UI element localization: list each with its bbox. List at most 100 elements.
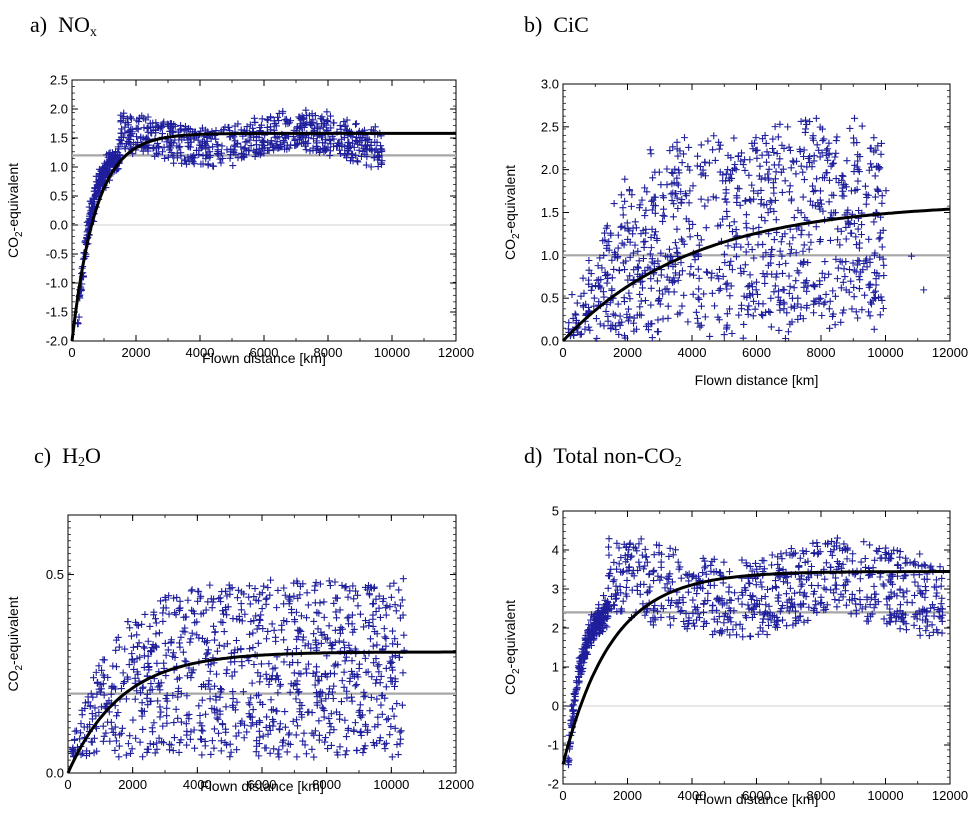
scatter-point (240, 145, 248, 153)
scatter-point (316, 580, 324, 588)
scatter-point (856, 239, 864, 247)
scatter-point (249, 644, 257, 652)
scatter-point (808, 563, 816, 570)
scatter-point (181, 155, 189, 163)
scatter-point (372, 655, 380, 663)
scatter-point (370, 659, 378, 667)
scatter-point (304, 660, 312, 668)
scatter-point (652, 228, 660, 236)
x-tick-label: 0 (64, 777, 71, 792)
scatter-point (728, 167, 736, 175)
scatter-point (740, 292, 748, 300)
scatter-point (232, 636, 240, 644)
scatter-point (737, 243, 745, 251)
scatter-point (307, 644, 315, 652)
scatter-point (160, 659, 168, 667)
scatter-point (399, 611, 407, 619)
scatter-point (749, 145, 757, 153)
scatter-point (186, 638, 194, 646)
scatter-point (660, 212, 668, 220)
scatter-point (650, 193, 658, 201)
scatter-point (143, 748, 151, 756)
scatter-point (842, 601, 850, 609)
scatter-point (636, 201, 644, 209)
scatter-point (583, 642, 591, 650)
scatter-point (391, 678, 399, 686)
y-tick-label: 1.5 (50, 131, 68, 146)
scatter-point (693, 616, 701, 624)
scatter-point (299, 119, 307, 127)
scatter-point (105, 150, 113, 158)
scatter-point (732, 226, 740, 234)
scatter-point (622, 590, 630, 598)
scatter-point (770, 184, 778, 192)
scatter-point (317, 697, 325, 705)
scatter-point (281, 116, 289, 124)
scatter-point (821, 258, 829, 266)
y-tick-label: -1 (547, 738, 559, 753)
scatter-point (936, 563, 944, 571)
scatter-point (160, 143, 168, 151)
scatter-point (845, 288, 853, 296)
scatter-point (847, 277, 855, 285)
scatter-point (276, 726, 284, 734)
scatter-point (657, 573, 665, 581)
scatter-point (694, 232, 702, 240)
scatter-point (345, 641, 353, 649)
scatter-point (789, 234, 797, 242)
scatter-point (293, 753, 301, 761)
scatter-point (723, 285, 731, 293)
x-tick-label: 6000 (248, 777, 277, 792)
scatter-point (776, 155, 784, 163)
scatter-point (393, 700, 401, 708)
scatter-point (362, 161, 370, 169)
scatter-point (344, 724, 352, 732)
scatter-point (786, 282, 794, 290)
scatter-point (609, 577, 617, 585)
scatter-point (875, 545, 883, 553)
scatter-point (217, 618, 225, 626)
scatter-point (139, 134, 147, 142)
scatter-point (702, 570, 710, 578)
scatter-point (657, 602, 665, 610)
scatter-point (280, 636, 288, 644)
scatter-points (564, 534, 947, 769)
scatter-point (938, 629, 946, 637)
scatter-point (650, 577, 658, 585)
scatter-point (854, 256, 862, 264)
scatter-point (651, 602, 659, 610)
scatter-point (647, 150, 655, 158)
scatter-point (204, 646, 212, 654)
scatter-point (388, 653, 396, 661)
scatter-point (836, 544, 844, 552)
scatter-point (786, 250, 794, 258)
scatter-point (213, 647, 221, 655)
scatter-point (741, 261, 749, 269)
scatter-point (728, 228, 736, 236)
scatter-point (870, 582, 878, 590)
scatter-point (739, 591, 747, 599)
scatter-point (601, 268, 609, 276)
scatter-point (812, 223, 820, 231)
scatter-point (887, 588, 895, 596)
scatter-point (352, 120, 360, 128)
scatter-point (109, 662, 117, 670)
scatter-point (669, 551, 677, 559)
panel-c-title: c) H2O (34, 443, 101, 470)
scatter-point (284, 646, 292, 654)
scatter-point (627, 202, 635, 210)
scatter-point (369, 615, 377, 623)
scatter-point (650, 551, 658, 559)
scatter-point (396, 602, 404, 610)
scatter-point (810, 157, 818, 165)
scatter-point (231, 122, 239, 130)
scatter-point (815, 146, 823, 154)
scatter-point (198, 696, 206, 704)
scatter-point (322, 135, 330, 143)
scatter-point (748, 606, 756, 614)
scatter-point (668, 196, 676, 204)
scatter-point (280, 658, 288, 666)
scatter-point (272, 637, 280, 645)
scatter-point (880, 582, 888, 590)
scatter-point (761, 217, 769, 225)
